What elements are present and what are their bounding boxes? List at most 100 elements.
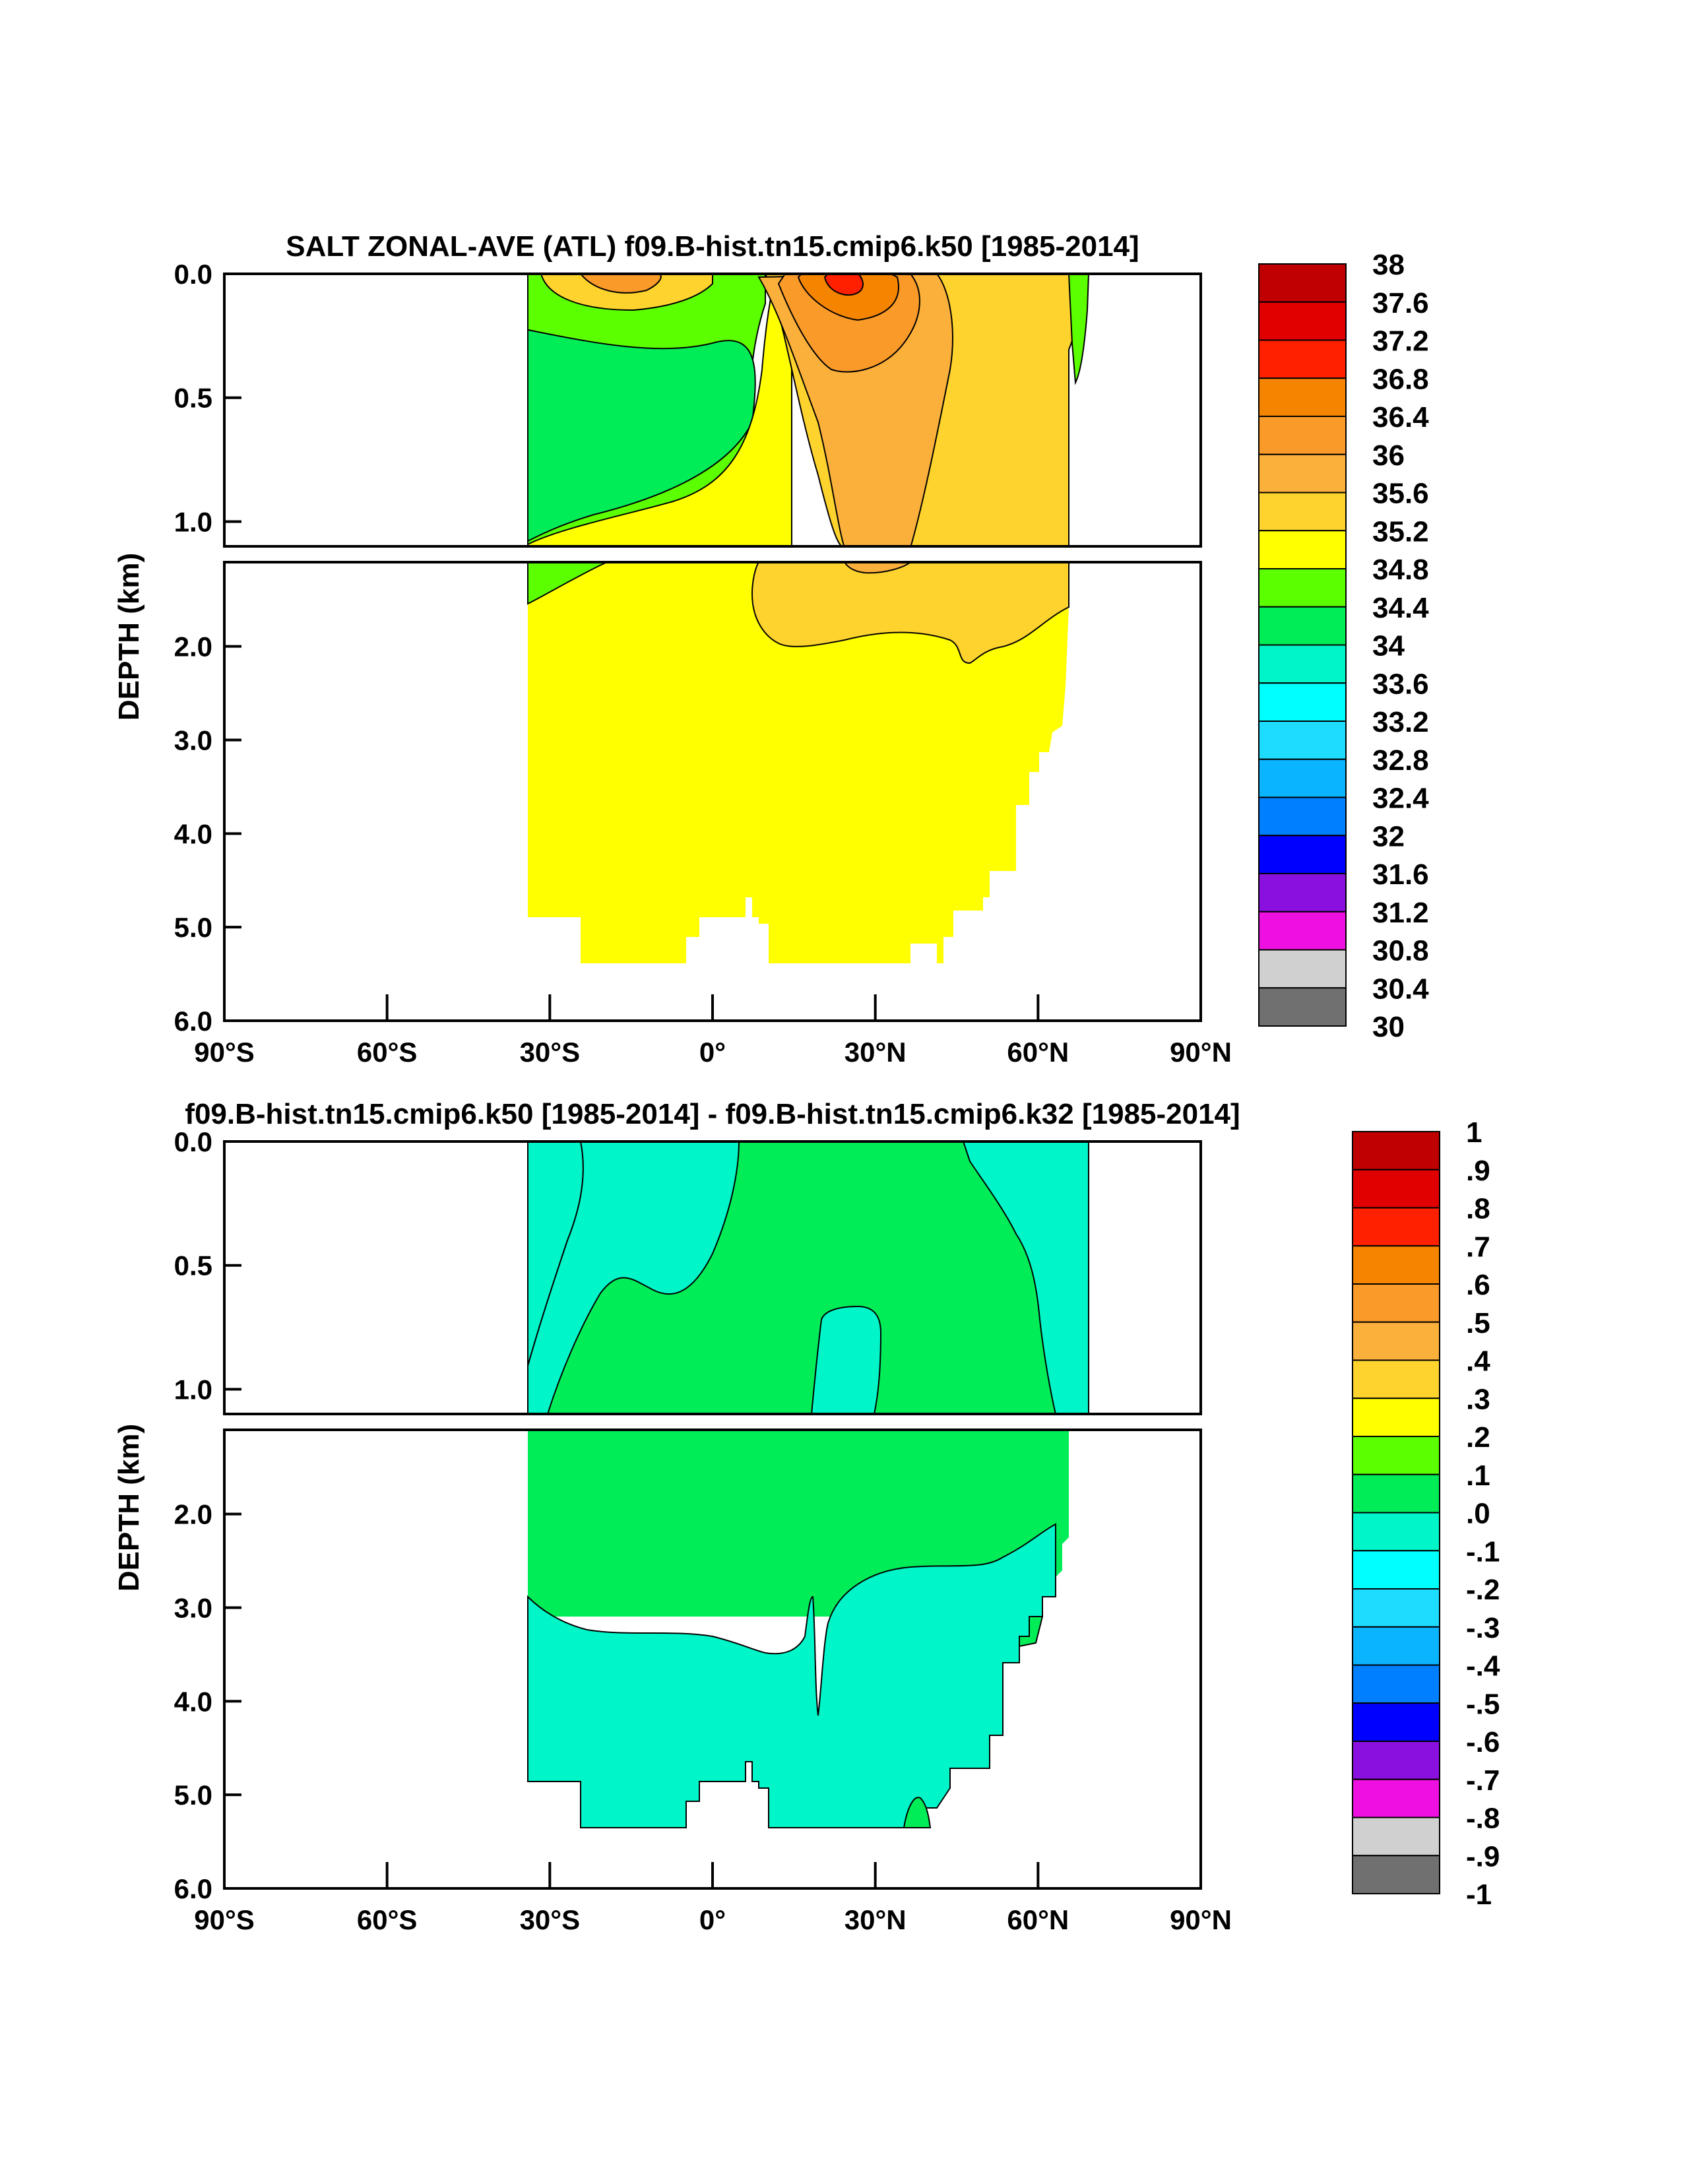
colorbar-swatch bbox=[1258, 758, 1347, 798]
colorbar-label: .2 bbox=[1466, 1421, 1490, 1454]
colorbar-swatch bbox=[1352, 1512, 1440, 1552]
y-tick-label: 2.0 bbox=[174, 631, 212, 662]
x-tick-label: 90°S bbox=[194, 1904, 255, 1935]
y-tick-label: 0.5 bbox=[174, 383, 212, 414]
salinity-chart: SALT ZONAL-AVE (ATL) f09.B-hist.tn15.cmi… bbox=[113, 230, 1429, 1068]
y-tick-label: 5.0 bbox=[174, 1780, 212, 1811]
diff-neg-pocket bbox=[810, 1305, 882, 1414]
colorbar-label: -.5 bbox=[1466, 1688, 1500, 1720]
colorbar-swatch bbox=[1258, 416, 1347, 455]
upper-panel-frame bbox=[223, 273, 1202, 548]
colorbar-swatch bbox=[1258, 263, 1347, 303]
x-tick-label: 30°S bbox=[520, 1904, 581, 1935]
y-tick-label: 6.0 bbox=[174, 1873, 212, 1904]
colorbar-swatch bbox=[1258, 492, 1347, 532]
colorbar-label: 36.4 bbox=[1372, 401, 1429, 434]
contour-34.8 bbox=[527, 290, 792, 546]
colorbar-label: -.8 bbox=[1466, 1803, 1500, 1835]
diff-neg-west-2 bbox=[527, 1141, 740, 1414]
x-tick-label: 30°N bbox=[844, 1037, 907, 1068]
colorbar-label: 31.2 bbox=[1372, 897, 1429, 929]
chart-title: SALT ZONAL-AVE (ATL) f09.B-hist.tn15.cmi… bbox=[286, 230, 1139, 263]
colorbar-label: 35.6 bbox=[1372, 478, 1429, 510]
colorbar-swatch bbox=[1258, 377, 1347, 417]
colorbar-label: .0 bbox=[1466, 1498, 1490, 1530]
y-tick-label: 1.0 bbox=[174, 1374, 212, 1405]
colorbar-swatch bbox=[1352, 1245, 1440, 1285]
lower-panel-contours bbox=[527, 1430, 1069, 1828]
colorbar-chart1: 38 37.6 37.2 36.8 36.4 36 35.6 35.2 34.8 34.4 34 33… bbox=[1258, 249, 1429, 1043]
colorbar-swatch bbox=[1258, 301, 1347, 341]
colorbar-label: 38 bbox=[1372, 249, 1405, 281]
colorbar-swatch bbox=[1258, 644, 1347, 684]
colorbar-label: 36.8 bbox=[1372, 363, 1429, 395]
colorbar-label: .9 bbox=[1466, 1155, 1490, 1187]
colorbar-swatch bbox=[1258, 835, 1347, 874]
colorbar-label: 34 bbox=[1372, 630, 1405, 662]
colorbar-swatch bbox=[1352, 1359, 1440, 1399]
colorbar-swatch bbox=[1258, 606, 1347, 646]
colorbar-label: 32.4 bbox=[1372, 783, 1429, 815]
colorbar-swatch bbox=[1258, 987, 1347, 1027]
contour-35.6-deep bbox=[843, 562, 912, 574]
y-ticks-chart2: 0.0 0.5 1.0 2.0 3.0 4.0 5.0 6.0 bbox=[174, 1126, 241, 1904]
colorbar-swatch bbox=[1258, 682, 1347, 722]
contour-34.8-deep bbox=[528, 562, 1069, 963]
colorbar-swatch bbox=[1352, 1588, 1440, 1628]
colorbar-swatch bbox=[1352, 1131, 1440, 1171]
y-tick-label: 3.0 bbox=[174, 1592, 212, 1623]
colorbar-swatch bbox=[1352, 1626, 1440, 1666]
y-tick-label: 4.0 bbox=[174, 818, 212, 849]
contour-surface-west-36 bbox=[579, 274, 662, 294]
colorbar-swatch bbox=[1352, 1321, 1440, 1361]
x-tick-label: 60°S bbox=[357, 1904, 418, 1935]
contour-34.4-deep-nw bbox=[527, 562, 608, 605]
x-tick-label: 90°S bbox=[194, 1037, 255, 1068]
upper-panel-frame bbox=[223, 1140, 1202, 1415]
x-tick-label: 30°N bbox=[844, 1904, 907, 1935]
y-ticks-chart1: 0.0 0.5 1.0 2.0 3.0 4.0 5.0 6.0 bbox=[174, 259, 241, 1037]
lower-panel-contours bbox=[527, 562, 1069, 963]
y-tick-label: 2.0 bbox=[174, 1499, 212, 1530]
y-axis-label: DEPTH (km) bbox=[113, 1424, 145, 1591]
colorbar-label: .4 bbox=[1466, 1345, 1490, 1378]
colorbar-swatch bbox=[1352, 1473, 1440, 1514]
colorbar-swatch bbox=[1352, 1550, 1440, 1590]
colorbar-label: 32.8 bbox=[1372, 744, 1429, 777]
colorbar-swatch bbox=[1352, 1702, 1440, 1742]
colorbar-swatch bbox=[1352, 1397, 1440, 1437]
colorbar-label: 31.6 bbox=[1372, 858, 1429, 891]
colorbar-label: 34.8 bbox=[1372, 554, 1429, 586]
x-tick-label: 90°N bbox=[1170, 1904, 1232, 1935]
x-tick-label: 60°S bbox=[357, 1037, 418, 1068]
y-tick-label: 6.0 bbox=[174, 1006, 212, 1037]
upper-panel-contours bbox=[527, 274, 1090, 546]
colorbar-label: .7 bbox=[1466, 1231, 1490, 1263]
colorbar-swatch bbox=[1258, 530, 1347, 569]
colorbar-label: -.6 bbox=[1466, 1726, 1500, 1758]
colorbar-label: .8 bbox=[1466, 1193, 1490, 1225]
colorbar-swatch bbox=[1352, 1816, 1440, 1857]
upper-panel-contours bbox=[527, 1141, 1089, 1414]
colorbar-label: -.2 bbox=[1466, 1574, 1500, 1606]
colorbar-label: 34.4 bbox=[1372, 592, 1429, 624]
colorbar-label: -.3 bbox=[1466, 1612, 1500, 1644]
y-tick-label: 0.5 bbox=[174, 1250, 212, 1281]
colorbar-swatch bbox=[1258, 911, 1347, 951]
chart-title: f09.B-hist.tn15.cmip6.k50 [1985-2014] - … bbox=[185, 1098, 1240, 1130]
colorbar-label: 37.6 bbox=[1372, 287, 1429, 319]
colorbar-label: 30.4 bbox=[1372, 973, 1429, 1005]
colorbar-label: 30 bbox=[1372, 1011, 1405, 1043]
colorbar-label: 33.6 bbox=[1372, 668, 1429, 700]
colorbar-label: -.7 bbox=[1466, 1764, 1500, 1797]
x-ticks-chart2: 90°S 60°S 30°S 0° 30°N 60°N 90°N bbox=[194, 1862, 1232, 1935]
colorbar-swatch bbox=[1258, 873, 1347, 913]
y-tick-label: 1.0 bbox=[174, 506, 212, 537]
x-ticks-chart1: 90°S 60°S 30°S 0° 30°N 60°N 90°N bbox=[194, 994, 1232, 1068]
colorbar-swatch bbox=[1352, 1169, 1440, 1209]
y-axis-label: DEPTH (km) bbox=[113, 553, 145, 721]
contour-east-edge bbox=[1068, 274, 1090, 385]
x-tick-label: 30°S bbox=[520, 1037, 581, 1068]
difference-chart: f09.B-hist.tn15.cmip6.k50 [1985-2014] - … bbox=[113, 1098, 1500, 1935]
